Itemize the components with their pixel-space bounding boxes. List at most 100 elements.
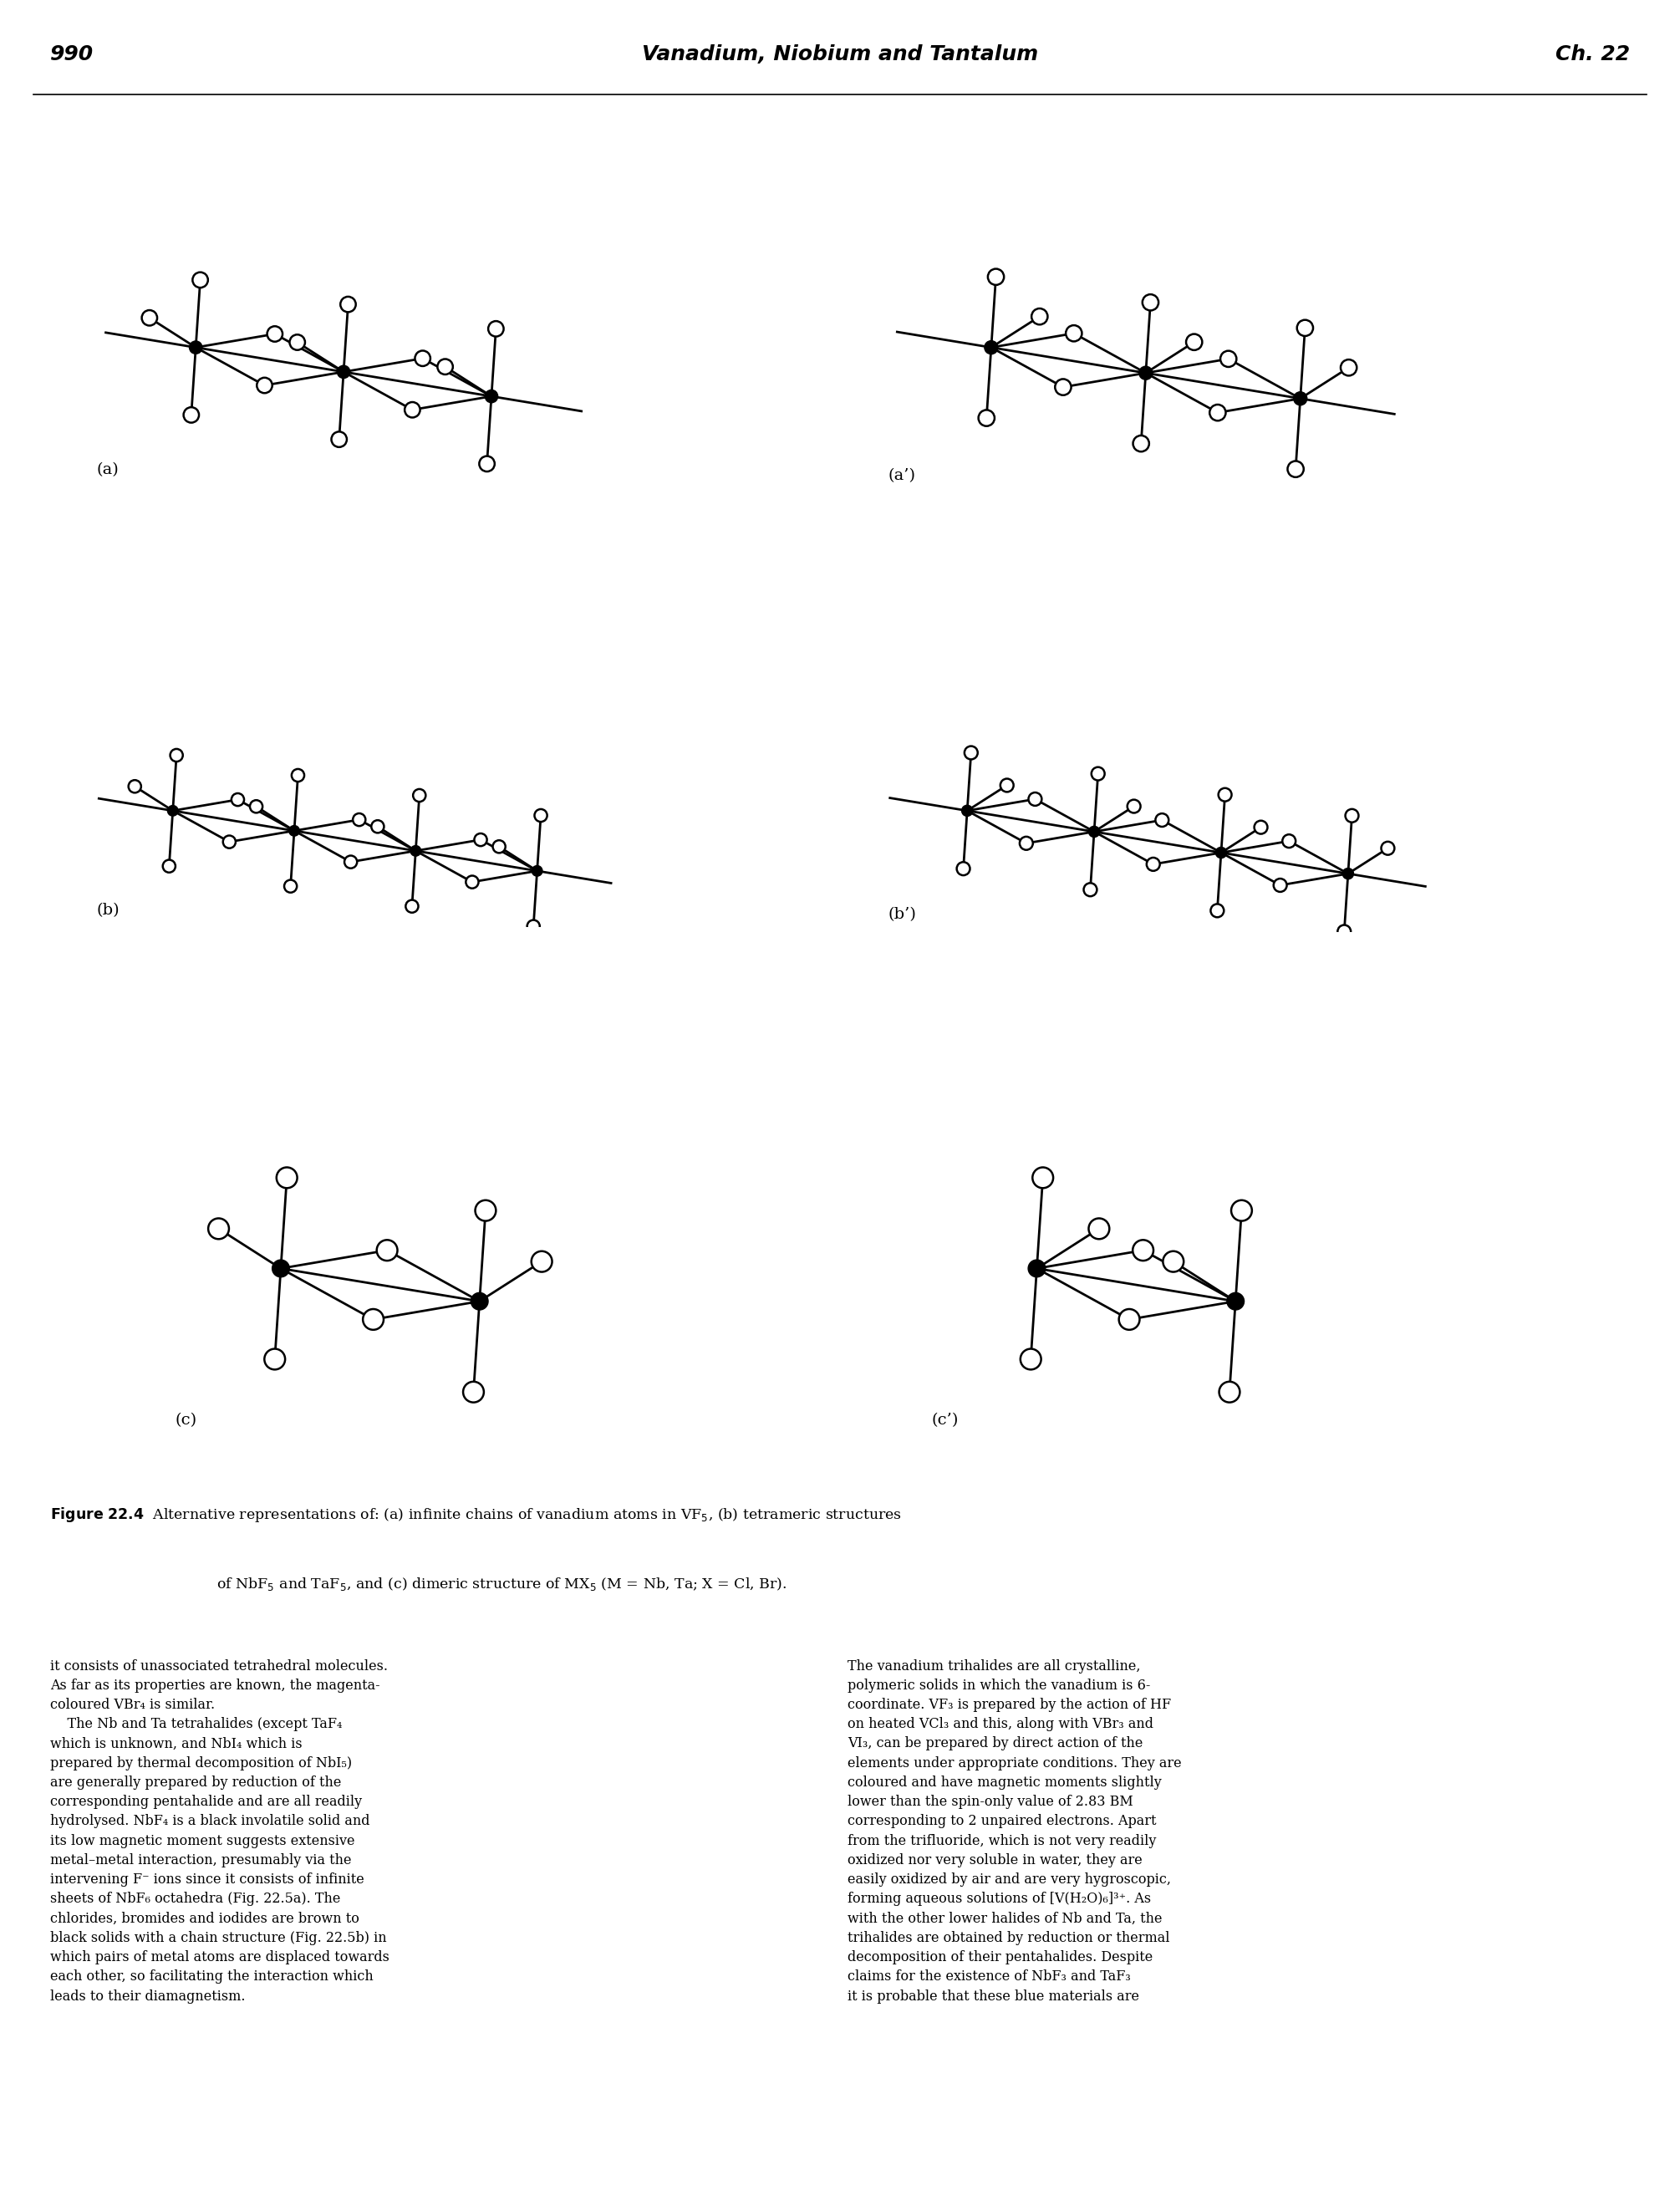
Circle shape bbox=[1220, 351, 1236, 366]
Circle shape bbox=[168, 805, 178, 816]
Circle shape bbox=[1127, 799, 1141, 814]
Circle shape bbox=[353, 814, 366, 825]
Circle shape bbox=[1342, 869, 1354, 880]
Circle shape bbox=[470, 1293, 489, 1310]
Circle shape bbox=[1226, 1293, 1245, 1310]
Circle shape bbox=[292, 770, 304, 781]
Circle shape bbox=[331, 432, 346, 448]
Circle shape bbox=[405, 900, 418, 913]
Circle shape bbox=[1132, 435, 1149, 452]
Circle shape bbox=[1186, 333, 1203, 351]
Text: (b’): (b’) bbox=[887, 907, 916, 922]
Circle shape bbox=[1273, 878, 1287, 891]
Text: (a): (a) bbox=[97, 463, 119, 476]
Circle shape bbox=[464, 1381, 484, 1403]
Circle shape bbox=[170, 748, 183, 761]
Circle shape bbox=[1084, 882, 1097, 896]
Circle shape bbox=[1231, 1200, 1252, 1220]
Circle shape bbox=[344, 856, 358, 869]
Text: $\mathbf{Figure\ 22.4}$  Alternative representations of: (a) infinite chains of : $\mathbf{Figure\ 22.4}$ Alternative repr… bbox=[50, 1504, 902, 1524]
Circle shape bbox=[223, 836, 235, 847]
Circle shape bbox=[405, 401, 420, 417]
Circle shape bbox=[475, 1200, 496, 1220]
Circle shape bbox=[1156, 814, 1169, 827]
Circle shape bbox=[1211, 904, 1223, 918]
Circle shape bbox=[1337, 924, 1351, 938]
Circle shape bbox=[534, 810, 548, 823]
Circle shape bbox=[363, 1308, 383, 1330]
Circle shape bbox=[141, 311, 158, 326]
Circle shape bbox=[492, 840, 506, 854]
Circle shape bbox=[264, 1348, 286, 1370]
Circle shape bbox=[1346, 810, 1359, 823]
Circle shape bbox=[1297, 320, 1314, 335]
Circle shape bbox=[1210, 404, 1226, 421]
Circle shape bbox=[1033, 1167, 1053, 1189]
Circle shape bbox=[1381, 843, 1394, 856]
Circle shape bbox=[486, 390, 497, 404]
Circle shape bbox=[341, 296, 356, 311]
Circle shape bbox=[1089, 1218, 1109, 1240]
Circle shape bbox=[128, 781, 141, 792]
Circle shape bbox=[961, 805, 973, 816]
Circle shape bbox=[465, 876, 479, 889]
Circle shape bbox=[1255, 821, 1267, 834]
Circle shape bbox=[193, 271, 208, 287]
Text: Vanadium, Niobium and Tantalum: Vanadium, Niobium and Tantalum bbox=[642, 44, 1038, 64]
Circle shape bbox=[1028, 792, 1042, 805]
Circle shape bbox=[1341, 360, 1357, 375]
Circle shape bbox=[371, 821, 385, 834]
Circle shape bbox=[1146, 858, 1159, 871]
Circle shape bbox=[1139, 366, 1152, 379]
Circle shape bbox=[1089, 827, 1100, 838]
Circle shape bbox=[250, 801, 262, 812]
Circle shape bbox=[528, 920, 539, 933]
Text: of NbF$_5$ and TaF$_5$, and (c) dimeric structure of MX$_5$ (M = Nb, Ta; X = Cl,: of NbF$_5$ and TaF$_5$, and (c) dimeric … bbox=[217, 1575, 786, 1593]
Circle shape bbox=[1216, 847, 1226, 858]
Circle shape bbox=[1000, 779, 1013, 792]
Circle shape bbox=[1218, 788, 1231, 801]
Circle shape bbox=[1065, 324, 1082, 342]
Circle shape bbox=[1028, 1260, 1045, 1277]
Circle shape bbox=[1055, 379, 1072, 395]
Circle shape bbox=[277, 1167, 297, 1189]
Circle shape bbox=[190, 342, 202, 353]
Circle shape bbox=[988, 269, 1005, 285]
Text: The vanadium trihalides are all crystalline,
polymeric solids in which the vanad: The vanadium trihalides are all crystall… bbox=[848, 1659, 1183, 2003]
Text: (c’): (c’) bbox=[931, 1412, 959, 1427]
Circle shape bbox=[984, 340, 998, 355]
Circle shape bbox=[338, 366, 349, 377]
Circle shape bbox=[978, 410, 995, 426]
Circle shape bbox=[183, 408, 198, 424]
Circle shape bbox=[531, 1251, 553, 1273]
Text: (b): (b) bbox=[97, 902, 119, 918]
Circle shape bbox=[1132, 1240, 1154, 1260]
Circle shape bbox=[413, 790, 425, 801]
Text: Ch. 22: Ch. 22 bbox=[1556, 44, 1630, 64]
Circle shape bbox=[284, 880, 297, 893]
Circle shape bbox=[267, 326, 282, 342]
Circle shape bbox=[956, 863, 969, 876]
Circle shape bbox=[1142, 293, 1159, 311]
Circle shape bbox=[474, 834, 487, 847]
Circle shape bbox=[1287, 461, 1304, 476]
Circle shape bbox=[1032, 309, 1048, 324]
Circle shape bbox=[289, 825, 299, 836]
Text: (c): (c) bbox=[175, 1412, 197, 1427]
Circle shape bbox=[232, 794, 244, 805]
Text: (a’): (a’) bbox=[887, 468, 916, 483]
Circle shape bbox=[479, 457, 494, 472]
Circle shape bbox=[163, 860, 175, 874]
Circle shape bbox=[1020, 836, 1033, 849]
Circle shape bbox=[208, 1218, 228, 1240]
Circle shape bbox=[415, 351, 430, 366]
Text: 990: 990 bbox=[50, 44, 94, 64]
Circle shape bbox=[410, 845, 422, 856]
Circle shape bbox=[1220, 1381, 1240, 1403]
Circle shape bbox=[1020, 1348, 1042, 1370]
Circle shape bbox=[257, 377, 272, 393]
Circle shape bbox=[437, 360, 454, 375]
Circle shape bbox=[964, 746, 978, 759]
Circle shape bbox=[1092, 768, 1105, 781]
Circle shape bbox=[489, 322, 504, 338]
